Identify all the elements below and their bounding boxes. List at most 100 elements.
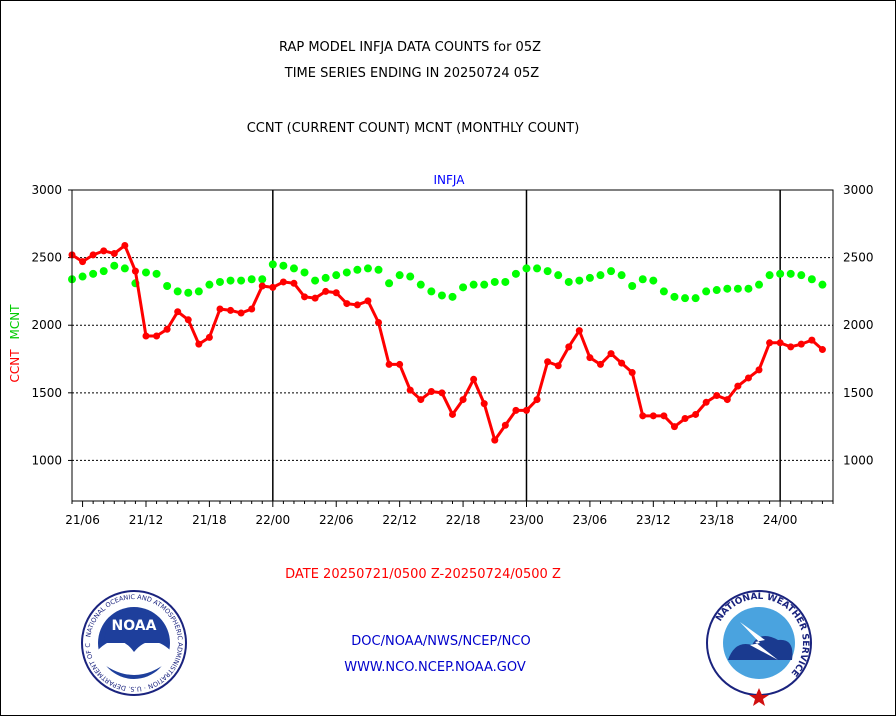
data-point-mcnt [469, 280, 478, 289]
data-point-mcnt [120, 264, 129, 273]
data-point-ccnt [89, 251, 97, 259]
data-point-ccnt [227, 306, 235, 314]
data-point-mcnt [406, 272, 415, 281]
data-point-ccnt [332, 289, 340, 297]
data-point-mcnt [78, 272, 87, 281]
data-point-mcnt [152, 269, 161, 278]
data-point-ccnt [396, 360, 404, 368]
data-point-mcnt [247, 275, 256, 284]
y-tick-label-right: 2000 [843, 318, 874, 332]
station-label: INFJA [434, 173, 466, 187]
data-point-ccnt [681, 415, 689, 423]
data-point-ccnt [533, 396, 541, 404]
data-point-mcnt [691, 294, 700, 303]
data-point-mcnt [416, 280, 425, 289]
data-point-ccnt [301, 293, 309, 301]
data-point-mcnt [533, 264, 542, 273]
data-point-mcnt [237, 276, 246, 285]
series-mcnt [68, 260, 827, 303]
noaa-ring-text: NATIONAL OCEANIC AND ATMOSPHERIC ADMINIS… [0, 0, 184, 693]
data-point-ccnt [311, 294, 319, 302]
data-point-mcnt [659, 287, 668, 296]
data-point-mcnt [607, 267, 616, 276]
data-point-ccnt [776, 339, 784, 347]
data-point-mcnt [786, 269, 795, 278]
x-tick-label: 21/06 [65, 513, 100, 527]
x-tick-label: 22/12 [382, 513, 417, 527]
data-point-ccnt [110, 250, 118, 258]
data-point-ccnt [322, 287, 330, 295]
data-point-ccnt [702, 398, 710, 406]
data-point-mcnt [332, 271, 341, 280]
data-point-mcnt [575, 276, 584, 285]
chart-subtitle: CCNT (CURRENT COUNT) MCNT (MONTHLY COUNT… [247, 121, 580, 136]
data-point-mcnt [649, 276, 658, 285]
data-point-ccnt [660, 412, 668, 420]
data-point-ccnt [692, 410, 700, 418]
data-point-mcnt [564, 277, 573, 286]
x-tick-label: 22/18 [446, 513, 481, 527]
data-point-ccnt [385, 360, 393, 368]
y-tick-label-left: 1000 [31, 453, 62, 467]
data-point-ccnt [480, 400, 488, 408]
data-point-mcnt [670, 292, 679, 301]
data-point-ccnt [290, 279, 298, 287]
data-point-ccnt [279, 278, 287, 286]
x-tick-label: 24/00 [763, 513, 798, 527]
data-point-ccnt [100, 247, 108, 255]
data-point-ccnt [438, 389, 446, 397]
series-ccnt [68, 241, 826, 444]
data-point-mcnt [321, 273, 330, 282]
data-point-mcnt [342, 268, 351, 277]
data-point-mcnt [141, 268, 150, 277]
website-link[interactable]: WWW.NCO.NCEP.NOAA.GOV [344, 660, 526, 675]
y-tick-label-left: 2000 [31, 318, 62, 332]
data-point-ccnt [449, 410, 456, 418]
data-point-ccnt [565, 343, 573, 351]
y-tick-label-left: 1500 [31, 386, 62, 400]
data-point-mcnt [480, 280, 489, 289]
data-point-mcnt [311, 276, 320, 285]
y-tick-label-right: 3000 [843, 183, 874, 197]
data-point-ccnt [808, 336, 816, 344]
data-point-mcnt [459, 283, 468, 292]
data-point-ccnt [618, 359, 626, 367]
data-point-ccnt [628, 369, 636, 377]
data-point-ccnt [195, 340, 203, 348]
data-point-mcnt [99, 267, 108, 276]
data-point-ccnt [343, 300, 351, 308]
data-point-mcnt [755, 280, 764, 289]
y-axis-label-ccnt: CCNT [8, 349, 22, 383]
data-point-mcnt [89, 269, 98, 278]
data-point-mcnt [215, 277, 224, 286]
y-tick-label-right: 1000 [843, 453, 874, 467]
y-tick-label-right: 1500 [843, 386, 874, 400]
y-axis-label-group: CCNT MCNT [8, 304, 22, 383]
data-point-ccnt [142, 332, 150, 340]
data-point-ccnt [766, 339, 774, 347]
data-point-ccnt [723, 396, 731, 404]
data-point-mcnt [712, 286, 721, 295]
data-point-mcnt [765, 271, 774, 280]
y-tick-label-left: 3000 [31, 183, 62, 197]
data-point-ccnt [121, 241, 129, 249]
data-point-mcnt [258, 275, 267, 284]
data-point-mcnt [807, 275, 816, 284]
series-line-ccnt [71, 243, 824, 442]
data-point-mcnt [522, 264, 531, 273]
y-axis-label-mcnt: MCNT [8, 304, 22, 340]
data-point-ccnt [131, 267, 139, 275]
data-point-ccnt [237, 309, 245, 317]
data-point-mcnt [353, 265, 362, 274]
data-point-mcnt [638, 275, 647, 284]
data-point-ccnt [607, 350, 615, 358]
data-point-mcnt [490, 277, 499, 286]
org-path-link[interactable]: DOC/NOAA/NWS/NCEP/NCO [351, 634, 530, 649]
data-point-ccnt [174, 308, 182, 316]
y-tick-label-right: 2500 [843, 251, 874, 265]
data-point-mcnt [744, 284, 753, 293]
data-point-ccnt [79, 258, 87, 266]
data-point-ccnt [744, 374, 752, 382]
data-point-ccnt [205, 333, 213, 341]
